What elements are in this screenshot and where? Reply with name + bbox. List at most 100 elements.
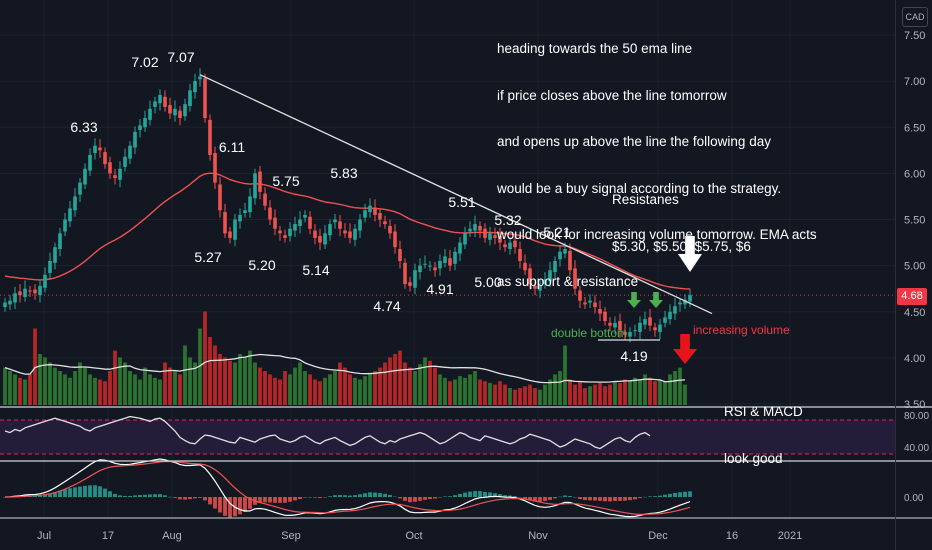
volume-bar [518, 388, 522, 405]
macd-histogram-bar [313, 497, 317, 498]
candle-body [308, 216, 312, 229]
macd-histogram-bar [258, 497, 262, 504]
candle-body [393, 231, 397, 248]
candle-body [163, 96, 167, 107]
volume-bar [473, 371, 477, 405]
candle-body [453, 251, 457, 264]
macd-histogram-bar [638, 497, 642, 499]
candle-body [433, 267, 437, 271]
currency-badge[interactable]: CAD [902, 7, 928, 27]
macd-histogram-bar [478, 491, 482, 497]
candle-body [198, 76, 202, 80]
strategy-note: heading towards the 50 ema line if price… [497, 10, 817, 305]
macd-group [3, 458, 692, 518]
candle-body [368, 205, 372, 213]
macd-histogram-bar [503, 495, 507, 497]
volume-bar [463, 377, 467, 405]
candle-body [8, 300, 12, 305]
candle-body [418, 265, 422, 273]
green-down-arrow-icon [627, 292, 641, 308]
candle-body [128, 145, 132, 159]
volume-bar [263, 371, 267, 405]
macd-histogram-bar [178, 497, 182, 500]
rsi-line [4, 415, 651, 450]
candle-body [333, 219, 337, 223]
volume-bar [403, 362, 407, 405]
macd-histogram-bar [563, 495, 567, 497]
arrow-shaft [631, 292, 637, 301]
macd-histogram-bar [338, 495, 342, 497]
macd-histogram-bar [488, 492, 492, 497]
green-down-arrow-icon [649, 292, 663, 308]
volume-bar [623, 379, 627, 405]
candle-body [458, 242, 462, 254]
candle-body [583, 302, 587, 305]
swing-price-label: 4.19 [620, 348, 647, 364]
candle-body [103, 152, 107, 165]
volume-bar [153, 377, 157, 405]
macd-histogram-bar [283, 497, 287, 503]
macd-histogram-bar [398, 497, 402, 499]
macd-histogram-bar [103, 488, 107, 497]
volume-bar [218, 354, 222, 405]
time-tick-label: Oct [405, 530, 422, 542]
candle-body [623, 332, 627, 335]
candle-body [373, 207, 377, 215]
volume-bar [643, 374, 647, 405]
candle-body [113, 175, 117, 178]
macd-tick-label: 0.00 [904, 493, 924, 504]
rsi-group [0, 415, 895, 455]
macd-histogram-bar [273, 497, 277, 503]
macd-histogram-bar [608, 497, 612, 502]
candle-body [48, 261, 52, 274]
macd-histogram-bar [363, 493, 367, 497]
volume-bar [118, 357, 122, 405]
candle-body [188, 90, 192, 107]
volume-bar [568, 379, 572, 405]
rsi-macd-line: look good [724, 450, 783, 466]
volume-bar [443, 377, 447, 405]
volume-bar [593, 384, 597, 405]
time-tick-label: 2021 [778, 530, 802, 542]
strategy-note-line: would be a buy signal according to the s… [497, 180, 782, 196]
candle-body [688, 295, 692, 302]
price-tick-label: 3.50 [904, 399, 925, 411]
candle-body [68, 208, 72, 222]
volume-group [3, 311, 687, 405]
volume-bar [233, 362, 237, 405]
arrow-head [649, 300, 663, 308]
macd-histogram-bar [408, 497, 412, 503]
macd-histogram-bar [668, 493, 672, 497]
volume-bar [83, 367, 87, 405]
volume-bar [438, 374, 442, 405]
volume-bar [108, 371, 112, 405]
candle-body [73, 196, 77, 211]
macd-histogram-bar [328, 496, 332, 497]
macd-histogram-bar [448, 496, 452, 497]
macd-histogram-bar [353, 495, 357, 497]
candle-body [278, 230, 282, 234]
macd-histogram-bar [598, 497, 602, 501]
volume-bar [168, 367, 172, 405]
candle-body [143, 118, 147, 128]
volume-bar [558, 371, 562, 405]
macd-histogram-bar [188, 497, 192, 500]
macd-histogram-bar [393, 496, 397, 498]
white-down-arrow-icon [678, 236, 702, 272]
macd-histogram-bar [513, 496, 517, 497]
swing-price-label: 5.32 [494, 212, 521, 228]
macd-histogram-bar [168, 496, 172, 498]
candle-body [53, 247, 57, 263]
volume-bar [48, 362, 52, 405]
volume-bar [123, 362, 127, 405]
macd-histogram-bar [48, 493, 52, 497]
candle-body [388, 225, 392, 234]
arrow-head [678, 254, 702, 272]
macd-histogram-bar [213, 497, 217, 509]
volume-bar [228, 360, 232, 405]
macd-histogram-bar [308, 497, 312, 498]
macd-histogram-bar [153, 494, 157, 497]
candle-body [473, 224, 477, 231]
volume-bar [343, 367, 347, 405]
candle-body [258, 171, 262, 192]
